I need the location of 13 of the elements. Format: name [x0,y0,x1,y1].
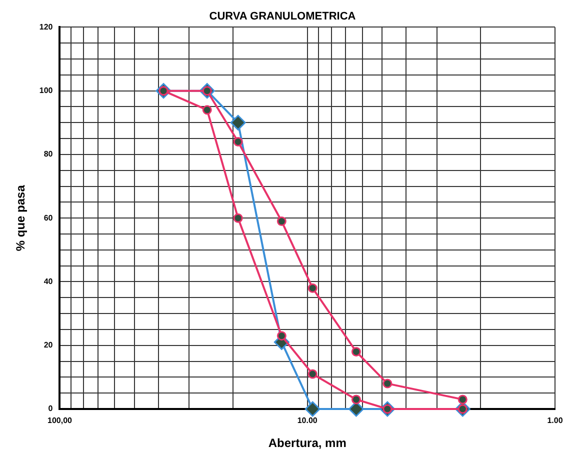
y-axis-title: % que pasa [14,184,28,252]
x-tick-label: 1.00 [547,416,564,426]
x-axis-title: Abertura, mm [268,436,346,450]
y-tick-label: 80 [44,150,54,159]
y-tick-label: 60 [44,213,54,222]
y-tick-label: 120 [39,22,54,32]
y-tick-label: 0 [48,404,54,414]
y-tick-label: 40 [44,276,54,286]
x-tick-label: 10.00 [297,416,318,426]
y-tick-label: 20 [44,340,54,350]
x-tick-label: 100,00 [48,416,73,426]
chart-title: CURVA GRANULOMETRICA [209,10,356,23]
y-tick-label: 100 [39,86,54,96]
